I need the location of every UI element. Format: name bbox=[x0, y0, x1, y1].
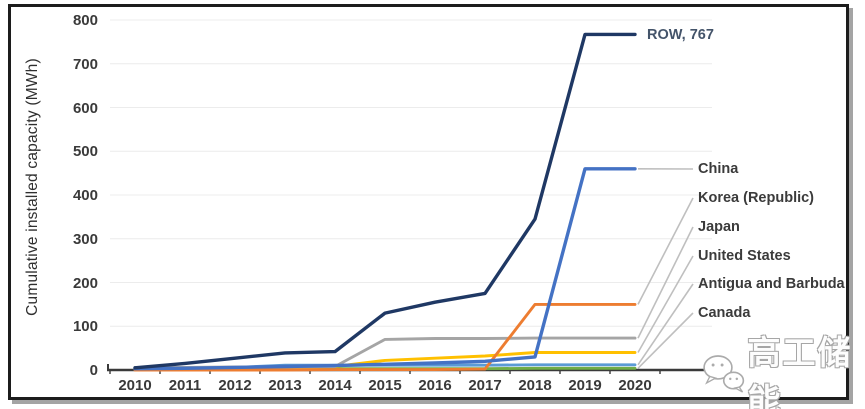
y-tick-label-700: 700 bbox=[72, 55, 98, 73]
leader-line-united-states bbox=[637, 255, 694, 353]
x-tick-label-2012: 2012 bbox=[218, 377, 252, 394]
y-tick-label-100: 100 bbox=[72, 318, 98, 336]
y-axis-title: Cumulative installed capacity (MWh) bbox=[24, 58, 41, 316]
series-end-label-japan: Japan bbox=[698, 219, 740, 235]
x-tick-label-2010: 2010 bbox=[118, 377, 152, 394]
series-end-label-united-states: United States bbox=[698, 248, 791, 264]
y-tick-label-400: 400 bbox=[72, 187, 98, 204]
y-tick-label-800: 800 bbox=[72, 12, 98, 29]
series-end-label-antigua-and-barbuda: Antigua and Barbuda bbox=[698, 276, 845, 292]
watermark: 高工储能 bbox=[700, 334, 862, 409]
wechat-icon bbox=[703, 355, 745, 393]
series-end-label-canada: Canada bbox=[698, 305, 751, 321]
leader-line-korea-republic bbox=[637, 197, 694, 305]
x-tick-label-2016: 2016 bbox=[418, 377, 452, 394]
x-tick-label-2015: 2015 bbox=[368, 377, 402, 394]
chart-border-frame bbox=[8, 4, 849, 400]
x-tick-label-2011: 2011 bbox=[168, 377, 202, 394]
x-tick-label-2020: 2020 bbox=[618, 377, 652, 394]
series-end-label-korea: Korea (Republic) bbox=[698, 190, 815, 206]
x-tick-label-2018: 2018 bbox=[518, 377, 552, 394]
series-line-row bbox=[133, 32, 637, 370]
x-tick-label-2014: 2014 bbox=[318, 377, 352, 394]
x-tick-label-2019: 2019 bbox=[568, 377, 602, 394]
y-tick-label-500: 500 bbox=[72, 143, 98, 161]
series-end-label-china: China bbox=[698, 161, 739, 177]
x-tick-label-2017: 2017 bbox=[468, 377, 502, 394]
series-end-label-row: ROW, 767 bbox=[647, 27, 714, 43]
series-line-korea-republic bbox=[133, 302, 637, 372]
leader-line-antigua-and-barbuda bbox=[637, 283, 694, 366]
y-tick-label-200: 200 bbox=[72, 274, 98, 292]
leader-line-japan bbox=[637, 226, 694, 339]
x-tick-label-2013: 2013 bbox=[268, 377, 302, 394]
leader-line-canada bbox=[637, 312, 694, 369]
y-tick-label-300: 300 bbox=[72, 230, 98, 248]
y-tick-label-600: 600 bbox=[72, 99, 98, 117]
y-tick-label-0: 0 bbox=[89, 362, 98, 379]
series-line-china bbox=[133, 167, 637, 371]
watermark-text: 高工储能 bbox=[747, 334, 853, 409]
